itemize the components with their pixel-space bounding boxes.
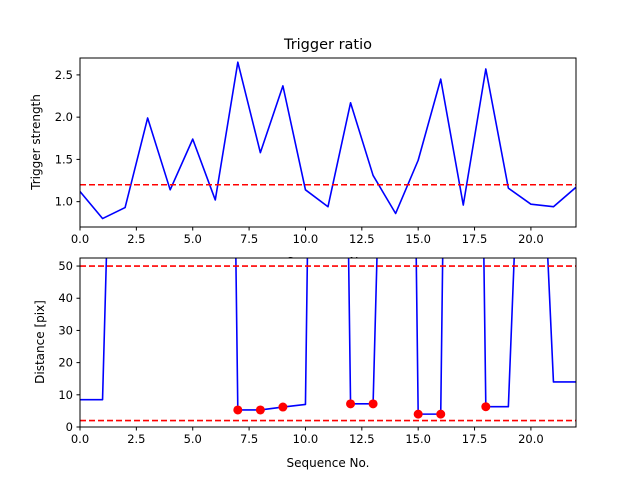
data-point-marker [368, 399, 378, 409]
series-line [80, 258, 576, 415]
x-tick-label: 7.5 [240, 432, 258, 446]
data-point-marker [436, 409, 446, 419]
x-tick-label: 15.0 [405, 232, 431, 246]
x-tick-label: 10.0 [293, 232, 319, 246]
y-tick-label: 50 [58, 259, 73, 273]
x-tick-label: 2.5 [127, 232, 145, 246]
y-tick-label: 30 [58, 323, 73, 337]
x-tick-label: 0.0 [71, 432, 89, 446]
x-tick-label: 5.0 [184, 432, 202, 446]
y-tick-label: 2.5 [55, 68, 73, 82]
data-point-marker [278, 402, 288, 412]
y-tick-label: 0 [66, 420, 73, 434]
plot-lines [80, 61, 576, 220]
y-tick-label: 10 [58, 388, 73, 402]
axes-frame [79, 257, 577, 428]
x-tick-label: 5.0 [184, 232, 202, 246]
chart-title: Trigger ratio [283, 37, 372, 53]
x-tick-label: 12.5 [349, 232, 375, 246]
x-axis-label: Sequence No. [287, 456, 370, 470]
axes-background [80, 258, 576, 427]
x-tick-label: 20.0 [518, 232, 544, 246]
y-tick-label: 2.0 [55, 110, 73, 124]
y-tick-label: 1.5 [55, 152, 73, 166]
x-tick-label: 0.0 [71, 232, 89, 246]
data-point-marker [481, 402, 491, 412]
data-point-marker [346, 399, 356, 409]
y-axis-label: Distance [pix] [33, 300, 47, 384]
x-tick-label: 17.5 [462, 232, 488, 246]
x-tick-label: 17.5 [462, 432, 488, 446]
plot-lines [80, 258, 576, 422]
x-tick-label: 7.5 [240, 232, 258, 246]
data-point-marker [255, 405, 265, 415]
data-point-marker [233, 405, 243, 415]
x-tick-label: 2.5 [127, 432, 145, 446]
y-tick-label: 40 [58, 291, 73, 305]
trigger-ratio-subplot: Trigger ratio Trigger strength Sequence … [29, 37, 577, 269]
data-point-marker [413, 409, 423, 419]
y-tick-label: 1.0 [55, 195, 73, 209]
y-axis-label: Trigger strength [29, 94, 43, 191]
x-tick-label: 10.0 [293, 432, 319, 446]
x-tick-label: 20.0 [518, 432, 544, 446]
series-line [80, 61, 576, 220]
x-tick-label: 12.5 [349, 432, 375, 446]
distance-subplot: Distance [pix] Sequence No. 0.0 2.5 5.0 7.5… [33, 257, 577, 470]
axes-frame [79, 57, 577, 228]
axis-ticks: 0.0 2.5 5.0 7.5 10.0 12.5 15.0 17.5 20.0 0 10 20 30 4… [58, 259, 543, 446]
axis-ticks: 0.0 2.5 5.0 7.5 10.0 12.5 15.0 17.5 20.0 1.0 1.5 2.… [55, 68, 544, 246]
y-tick-label: 20 [58, 356, 73, 370]
x-tick-label: 15.0 [405, 432, 431, 446]
